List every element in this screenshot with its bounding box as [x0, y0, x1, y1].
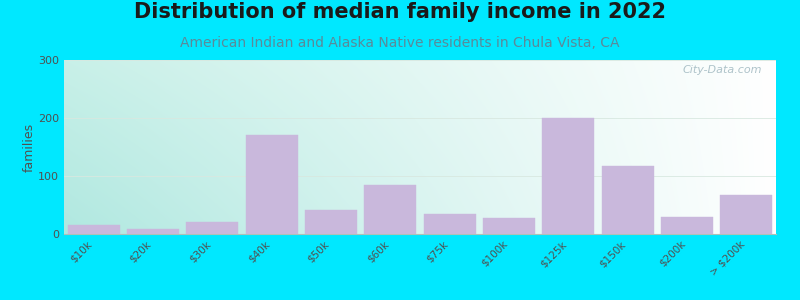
Text: Distribution of median family income in 2022: Distribution of median family income in …	[134, 2, 666, 22]
Bar	[602, 166, 654, 234]
Text: American Indian and Alaska Native residents in Chula Vista, CA: American Indian and Alaska Native reside…	[180, 36, 620, 50]
Bar	[720, 195, 773, 234]
Bar	[186, 222, 238, 234]
Bar	[305, 210, 357, 234]
Bar	[542, 118, 594, 234]
Bar	[127, 230, 179, 234]
Bar	[661, 217, 713, 234]
Bar	[67, 225, 120, 234]
Bar	[246, 135, 298, 234]
Y-axis label: families: families	[22, 122, 35, 172]
Bar	[423, 214, 476, 234]
Text: City-Data.com: City-Data.com	[682, 65, 762, 75]
Bar	[364, 185, 417, 234]
Bar	[483, 218, 535, 234]
